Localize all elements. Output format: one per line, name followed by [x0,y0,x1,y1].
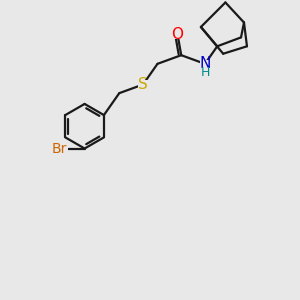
Bar [200,60,210,68]
Text: Br: Br [52,142,67,155]
Text: H: H [200,66,210,79]
Text: N: N [199,56,211,71]
Text: S: S [138,77,148,92]
Bar [201,69,209,76]
Text: O: O [172,27,184,42]
Bar [173,31,182,39]
Bar [51,144,68,153]
Bar [138,80,148,89]
